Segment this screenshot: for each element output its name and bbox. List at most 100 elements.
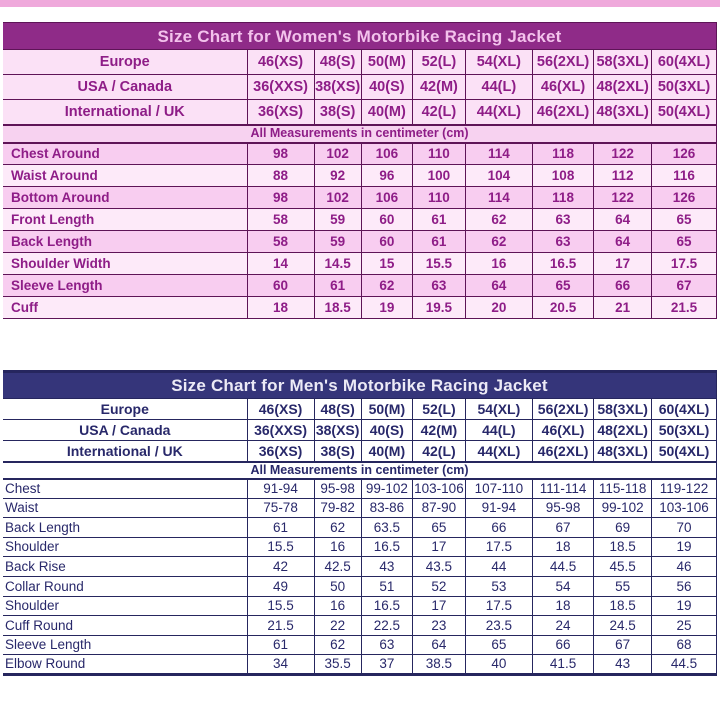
- measurement-value: 126: [651, 186, 717, 209]
- measurement-value: 114: [464, 142, 533, 165]
- measurement-value: 67: [651, 274, 717, 297]
- measurement-label: Elbow Round: [3, 654, 248, 675]
- measurement-value: 44.5: [651, 654, 717, 675]
- measurement-value: 55: [593, 575, 653, 597]
- size-value: 42(L): [412, 440, 466, 462]
- measurement-value: 61: [412, 230, 466, 253]
- size-value: 40(M): [360, 440, 414, 462]
- measurement-value: 16: [464, 252, 533, 275]
- measurement-value: 56: [651, 575, 717, 597]
- size-value: 48(S): [313, 398, 362, 420]
- measurement-value: 51: [360, 575, 414, 597]
- measurement-value: 14: [246, 252, 315, 275]
- measurement-value: 87-90: [412, 497, 466, 519]
- measurement-value: 22.5: [360, 615, 414, 636]
- measurement-value: 19: [651, 595, 717, 617]
- measurement-value: 79-82: [313, 497, 362, 519]
- measurement-value: 66: [593, 274, 653, 297]
- measurement-value: 46: [651, 556, 717, 577]
- measurement-value: 17.5: [464, 595, 533, 617]
- size-value: 40(S): [360, 74, 414, 100]
- measurement-row: Back Rise 42 42.5 43 43.5 44 44.5 45.5 46: [3, 556, 717, 577]
- measurement-row: Back Length 61 62 63.5 65 66 67 69 70: [3, 517, 717, 538]
- measurement-value: 122: [593, 142, 653, 165]
- measurement-value: 18.5: [593, 595, 653, 617]
- measurement-value: 106: [360, 186, 414, 209]
- measurement-value: 44.5: [531, 556, 595, 577]
- measurement-value: 122: [593, 186, 653, 209]
- measurement-value: 58: [246, 230, 315, 253]
- size-value: 48(3XL): [593, 99, 653, 125]
- measurement-value: 15: [360, 252, 414, 275]
- measurement-value: 61: [313, 274, 362, 297]
- measurement-label: Sleeve Length: [3, 274, 248, 297]
- size-value: 42(M): [412, 74, 466, 100]
- size-value: 36(XS): [246, 440, 315, 462]
- size-value: 46(XL): [531, 74, 595, 100]
- men_chart-body: Size Chart for Men's Motorbike Racing Ja…: [3, 371, 717, 675]
- measurement-row: Cuff 18 18.5 19 19.5 20 20.5 21 21.5: [3, 296, 717, 319]
- measurement-value: 104: [464, 164, 533, 187]
- measurement-value: 41.5: [531, 654, 595, 675]
- measurement-value: 66: [464, 517, 533, 538]
- measurement-value: 107-110: [464, 478, 533, 499]
- size-system-row: International / UK 36(XS) 38(S) 40(M) 42(L) 4…: [3, 99, 717, 125]
- measurement-label: Back Length: [3, 517, 248, 538]
- size-value: 50(M): [360, 398, 414, 420]
- measurement-value: 62: [313, 634, 362, 656]
- measurement-value: 118: [531, 186, 595, 209]
- measurement-value: 83-86: [360, 497, 414, 519]
- size-value: 58(3XL): [593, 398, 653, 420]
- measurement-value: 34: [246, 654, 315, 675]
- size-value: 50(M): [360, 49, 414, 75]
- measurement-value: 116: [651, 164, 717, 187]
- measurement-value: 65: [464, 634, 533, 656]
- measurement-row: Front Length 58 59 60 61 62 63 64 65: [3, 208, 717, 231]
- size-value: 44(XL): [464, 99, 533, 125]
- units-note: All Measurements in centimeter (cm): [3, 123, 717, 144]
- units-note: All Measurements in centimeter (cm): [3, 460, 717, 480]
- measurement-value: 17: [412, 595, 466, 617]
- measurement-label: Back Length: [3, 230, 248, 253]
- measurement-value: 16.5: [360, 595, 414, 617]
- measurement-value: 22: [313, 615, 362, 636]
- measurement-value: 100: [412, 164, 466, 187]
- measurement-row: Waist Around 88 92 96 100 104 108 112 116: [3, 164, 717, 187]
- top-decorative-strip: [0, 0, 720, 7]
- size-value: 60(4XL): [651, 49, 717, 75]
- measurement-value: 18: [531, 595, 595, 617]
- measurement-value: 16.5: [360, 536, 414, 558]
- measurement-value: 98: [246, 142, 315, 165]
- measurement-value: 17.5: [464, 536, 533, 558]
- measurement-value: 96: [360, 164, 414, 187]
- size-value: 56(2XL): [531, 49, 595, 75]
- measurement-value: 61: [412, 208, 466, 231]
- measurement-label: Cuff: [3, 296, 248, 319]
- measurement-value: 20: [464, 296, 533, 319]
- size-system-label: International / UK: [3, 440, 248, 462]
- measurement-value: 16: [313, 595, 362, 617]
- measurement-value: 63.5: [360, 517, 414, 538]
- measurement-value: 95-98: [313, 478, 362, 499]
- measurement-value: 110: [412, 142, 466, 165]
- measurement-value: 20.5: [531, 296, 595, 319]
- units-note-row: All Measurements in centimeter (cm): [3, 123, 717, 144]
- size-value: 42(L): [412, 99, 466, 125]
- measurement-row: Elbow Round 34 35.5 37 38.5 40 41.5 43 44.5: [3, 654, 717, 675]
- measurement-value: 49: [246, 575, 315, 597]
- size-value: 36(XS): [246, 99, 315, 125]
- measurement-value: 21: [593, 296, 653, 319]
- measurement-value: 63: [531, 208, 595, 231]
- measurement-value: 24: [531, 615, 595, 636]
- measurement-row: Shoulder 15.5 16 16.5 17 17.5 18 18.5 19: [3, 595, 717, 617]
- measurement-row: Bottom Around 98 102 106 110 114 118 122 126: [3, 186, 717, 209]
- measurement-label: Sleeve Length: [3, 634, 248, 656]
- measurement-value: 15.5: [412, 252, 466, 275]
- measurement-value: 18.5: [593, 536, 653, 558]
- size-value: 52(L): [412, 398, 466, 420]
- measurement-value: 35.5: [313, 654, 362, 675]
- measurement-value: 15.5: [246, 595, 315, 617]
- size-value: 46(XL): [531, 419, 595, 441]
- size-system-row: USA / Canada 36(XXS) 38(XS) 40(S) 42(M) 44(L)…: [3, 74, 717, 100]
- size-system-row: Europe 46(XS) 48(S) 50(M) 52(L) 54(XL) 56(2XL)…: [3, 398, 717, 420]
